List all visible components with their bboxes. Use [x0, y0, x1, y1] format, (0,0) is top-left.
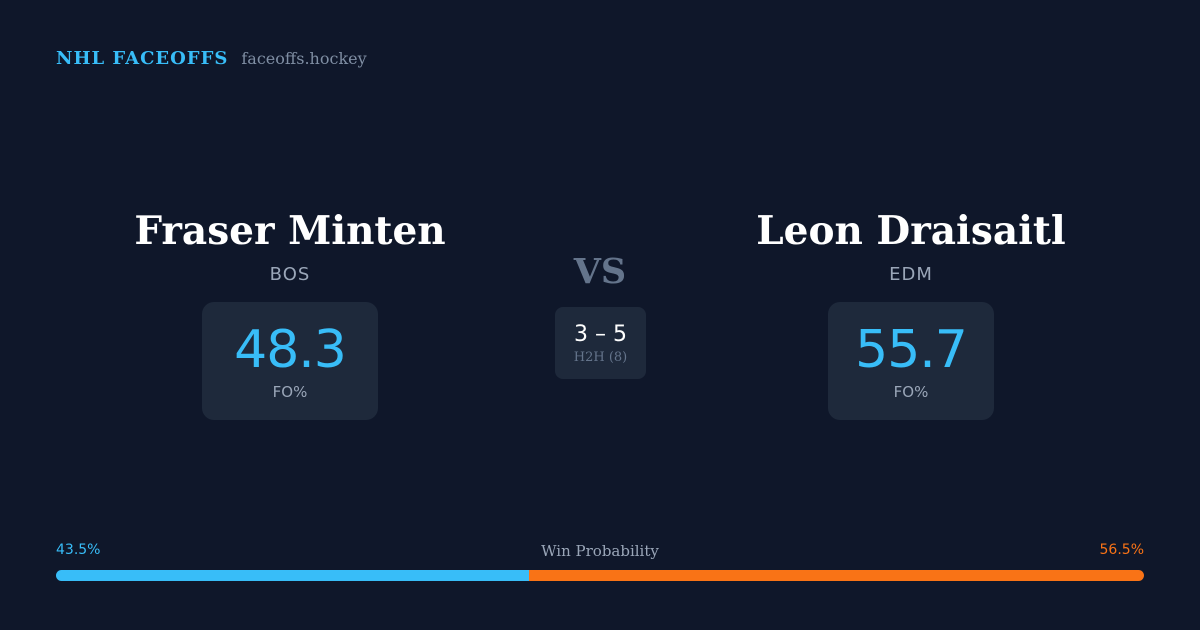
right-win-probability: 56.5%: [1099, 542, 1144, 558]
head-to-head-card: 3 – 5 H2H (8): [555, 307, 646, 379]
left-faceoff-label: FO%: [272, 383, 308, 401]
right-player-team: EDM: [889, 264, 933, 285]
brand-title: NHL FACEOFFS: [56, 48, 229, 69]
win-probability-bar: [56, 570, 1144, 581]
right-faceoff-percentage: 55.7: [855, 320, 968, 380]
left-player-panel: Fraser Minten BOS 48.3 FO%: [70, 205, 510, 420]
left-faceoff-card: 48.3 FO%: [202, 302, 378, 420]
right-faceoff-label: FO%: [893, 383, 929, 401]
right-win-probability-fill: [529, 570, 1144, 581]
right-player-name: Leon Draisaitl: [756, 208, 1066, 254]
left-win-probability: 43.5%: [56, 542, 101, 558]
win-probability-labels: 43.5% Win Probability 56.5%: [56, 542, 1144, 564]
left-player-name: Fraser Minten: [134, 208, 446, 254]
head-to-head-label: H2H (8): [573, 349, 628, 365]
right-faceoff-card: 55.7 FO%: [828, 302, 994, 420]
left-win-probability-fill: [56, 570, 530, 581]
win-probability-title: Win Probability: [541, 542, 659, 560]
site-domain: faceoffs.hockey: [241, 49, 367, 68]
versus-label: VS: [573, 251, 627, 292]
head-to-head-score: 3 – 5: [574, 321, 627, 347]
right-player-panel: Leon Draisaitl EDM 55.7 FO%: [691, 205, 1131, 420]
left-faceoff-percentage: 48.3: [234, 320, 347, 380]
header: NHL FACEOFFS faceoffs.hockey: [56, 48, 367, 69]
left-player-team: BOS: [269, 264, 311, 285]
